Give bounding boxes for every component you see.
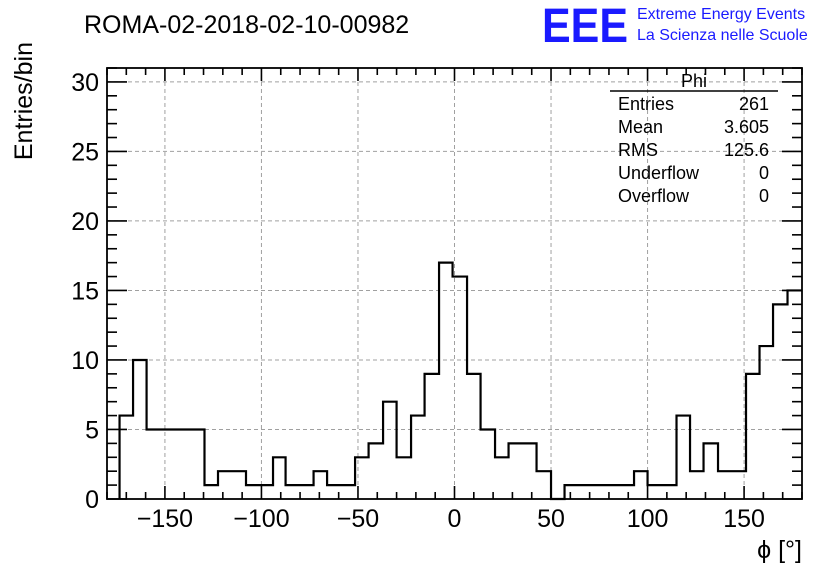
stats-label-entries: Entries <box>618 94 674 114</box>
stats-label-overflow: Overflow <box>618 186 690 206</box>
stats-value-underflow: 0 <box>759 163 769 183</box>
logo-line-1: Extreme Energy Events <box>637 6 805 23</box>
y-tick-labels: 0 5 10 15 20 25 30 <box>71 69 99 514</box>
stats-value-rms: 125.6 <box>724 140 769 160</box>
axis-ticks <box>106 67 803 500</box>
y-tick-label-3: 15 <box>71 277 99 305</box>
y-tick-label-4: 20 <box>71 208 99 236</box>
stats-box-title: Phi <box>681 71 707 91</box>
x-tick-label-5: 100 <box>627 505 669 533</box>
x-tick-label-4: 50 <box>537 505 565 533</box>
stats-value-entries: 261 <box>739 94 769 114</box>
y-tick-label-2: 10 <box>71 347 99 375</box>
stats-label-underflow: Underflow <box>618 163 700 183</box>
stats-label-rms: RMS <box>618 140 658 160</box>
y-tick-label-6: 30 <box>71 69 99 97</box>
x-tick-label-1: −100 <box>233 505 289 533</box>
stats-box: Phi Entries 261 Mean 3.605 RMS 125.6 Underflow… <box>610 71 778 206</box>
logo-mark: EEE <box>542 0 628 53</box>
y-axis-label: Entries/bin <box>10 42 38 160</box>
stats-value-mean: 3.605 <box>724 117 769 137</box>
grid-lines <box>107 68 802 499</box>
x-tick-label-2: −50 <box>337 505 379 533</box>
y-tick-label-5: 25 <box>71 138 99 166</box>
y-tick-label-1: 5 <box>85 416 99 444</box>
x-tick-label-3: 0 <box>448 505 462 533</box>
x-tick-labels: −150 −100 −50 0 50 100 150 <box>137 505 765 533</box>
stats-value-overflow: 0 <box>759 186 769 206</box>
run-title: ROMA-02-2018-02-10-00982 <box>84 11 409 39</box>
x-tick-label-0: −150 <box>137 505 193 533</box>
eee-logo: EEE Extreme Energy Events La Scienza nel… <box>542 0 808 53</box>
stats-rows: Entries 261 Mean 3.605 RMS 125.6 Underflow 0 Ove… <box>618 94 769 206</box>
x-tick-label-6: 150 <box>723 505 765 533</box>
y-tick-label-0: 0 <box>85 486 99 514</box>
x-axis-label: ϕ [°] <box>757 536 802 564</box>
logo-line-2: La Scienza nelle Scuole <box>637 27 808 44</box>
histogram-outline <box>118 261 802 501</box>
stats-label-mean: Mean <box>618 117 663 137</box>
